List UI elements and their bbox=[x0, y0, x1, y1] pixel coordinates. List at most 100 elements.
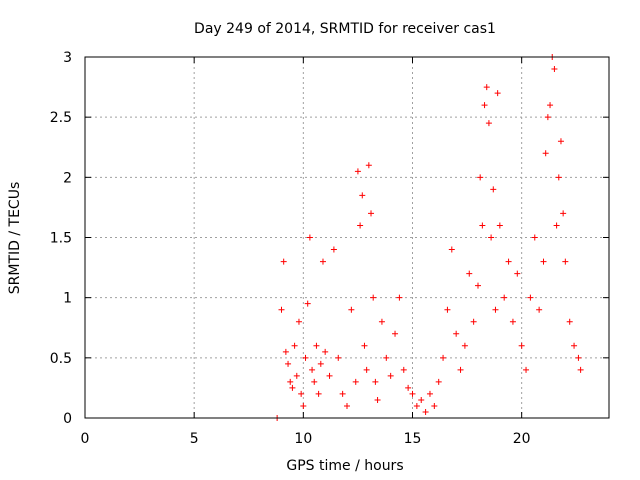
data-point bbox=[461, 342, 468, 349]
data-point bbox=[306, 234, 313, 241]
data-point bbox=[566, 318, 573, 325]
data-point bbox=[289, 384, 296, 391]
x-axis-label: GPS time / hours bbox=[286, 458, 403, 474]
data-point bbox=[536, 306, 543, 313]
axis-ticks: 0 5 10 15 20 0 0.5 1 1.5 2 2.5 3 bbox=[50, 50, 609, 447]
data-point bbox=[547, 102, 554, 109]
data-point bbox=[551, 66, 558, 73]
x-tick-label: 15 bbox=[404, 431, 422, 447]
data-point bbox=[295, 318, 302, 325]
y-tick-label: 0.5 bbox=[50, 351, 72, 367]
data-point bbox=[435, 378, 442, 385]
data-point bbox=[405, 384, 412, 391]
data-point bbox=[422, 408, 429, 415]
data-point bbox=[431, 402, 438, 409]
data-point bbox=[492, 306, 499, 313]
y-tick-label: 1.5 bbox=[50, 231, 72, 247]
data-point bbox=[514, 270, 521, 277]
y-axis-label: SRMTID / TECUs bbox=[7, 182, 23, 295]
data-point bbox=[466, 270, 473, 277]
data-point bbox=[523, 366, 530, 373]
data-point bbox=[477, 174, 484, 181]
data-point bbox=[488, 234, 495, 241]
data-point bbox=[326, 372, 333, 379]
data-point bbox=[354, 168, 361, 175]
data-point bbox=[372, 378, 379, 385]
data-point bbox=[396, 294, 403, 301]
data-point bbox=[400, 366, 407, 373]
data-point bbox=[335, 354, 342, 361]
data-point bbox=[330, 246, 337, 253]
data-point bbox=[409, 390, 416, 397]
y-tick-label: 0 bbox=[63, 411, 72, 427]
data-point bbox=[363, 366, 370, 373]
x-tick-label: 5 bbox=[190, 431, 199, 447]
data-point bbox=[315, 390, 322, 397]
data-point bbox=[298, 390, 305, 397]
data-point bbox=[527, 294, 534, 301]
data-point bbox=[501, 294, 508, 301]
data-point bbox=[479, 222, 486, 229]
data-point bbox=[313, 342, 320, 349]
data-point bbox=[483, 84, 490, 91]
data-point bbox=[418, 396, 425, 403]
data-point bbox=[542, 150, 549, 157]
data-point bbox=[413, 402, 420, 409]
chart-title: Day 249 of 2014, SRMTID for receiver cas… bbox=[194, 21, 496, 37]
data-point bbox=[304, 300, 311, 307]
data-point bbox=[553, 222, 560, 229]
x-tick-label: 0 bbox=[81, 431, 90, 447]
data-point bbox=[457, 366, 464, 373]
data-point bbox=[309, 366, 316, 373]
data-point bbox=[311, 378, 318, 385]
x-tick-label: 10 bbox=[294, 431, 312, 447]
data-point bbox=[540, 258, 547, 265]
x-tick-label: 20 bbox=[513, 431, 531, 447]
y-tick-label: 3 bbox=[63, 50, 72, 66]
data-point bbox=[285, 360, 292, 367]
data-point bbox=[374, 396, 381, 403]
data-point bbox=[571, 342, 578, 349]
data-point bbox=[339, 390, 346, 397]
data-point bbox=[531, 234, 538, 241]
data-point bbox=[378, 318, 385, 325]
data-point bbox=[357, 222, 364, 229]
data-point bbox=[453, 330, 460, 337]
data-point bbox=[300, 402, 307, 409]
data-point bbox=[448, 246, 455, 253]
data-point bbox=[282, 348, 289, 355]
data-point bbox=[361, 342, 368, 349]
data-point bbox=[368, 210, 375, 217]
data-point bbox=[280, 258, 287, 265]
data-point bbox=[352, 378, 359, 385]
data-point bbox=[560, 210, 567, 217]
data-point bbox=[575, 354, 582, 361]
data-point bbox=[481, 102, 488, 109]
data-point bbox=[344, 402, 350, 409]
data-point bbox=[490, 186, 497, 193]
data-point bbox=[387, 372, 394, 379]
data-point bbox=[365, 162, 372, 169]
data-point bbox=[444, 306, 451, 313]
data-point bbox=[317, 360, 324, 367]
data-point bbox=[383, 354, 390, 361]
y-tick-label: 2.5 bbox=[50, 110, 72, 126]
data-point bbox=[505, 258, 512, 265]
data-point bbox=[426, 390, 433, 397]
data-point bbox=[348, 306, 355, 313]
data-point bbox=[494, 90, 501, 97]
data-point bbox=[293, 372, 300, 379]
data-point bbox=[287, 378, 294, 385]
data-point bbox=[470, 318, 477, 325]
data-point bbox=[544, 114, 551, 121]
data-point bbox=[485, 120, 492, 127]
data-point bbox=[518, 342, 525, 349]
y-tick-label: 1 bbox=[63, 291, 72, 307]
grid bbox=[85, 57, 609, 418]
data-point bbox=[509, 318, 516, 325]
data-point bbox=[475, 282, 481, 289]
data-point bbox=[278, 306, 285, 313]
data-point bbox=[555, 174, 562, 181]
